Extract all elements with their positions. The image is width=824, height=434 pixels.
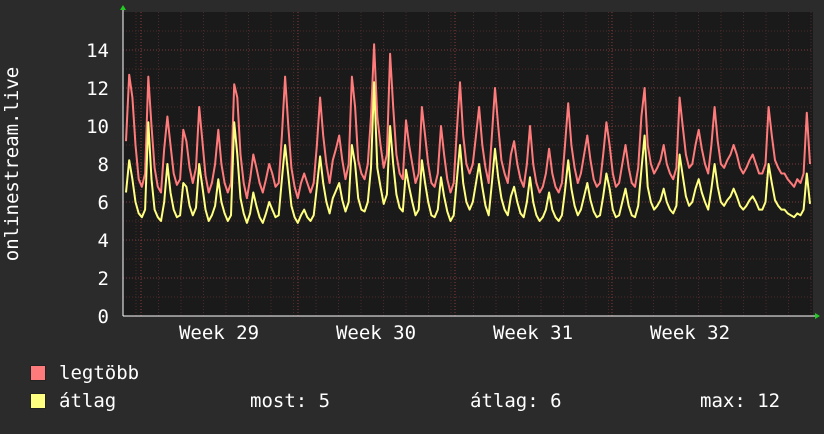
y-tick-label: 14 bbox=[86, 40, 109, 62]
y-tick-label: 4 bbox=[98, 230, 109, 252]
series-lines bbox=[125, 43, 811, 224]
y-tick-label: 2 bbox=[98, 268, 109, 290]
y-axis-arrow bbox=[120, 5, 126, 10]
x-tick-labels: Week 29 Week 30 Week 31 Week 32 bbox=[179, 322, 730, 344]
y-tick-label: 12 bbox=[86, 78, 109, 100]
x-tick-label: Week 32 bbox=[650, 322, 730, 344]
legend-label-legtobb: legtöbb bbox=[59, 362, 140, 384]
y-tick-labels: 0 2 4 6 8 10 12 14 bbox=[86, 40, 109, 328]
series-line-0 bbox=[125, 43, 811, 200]
legend-label-atlag: átlag bbox=[59, 390, 117, 412]
legend-item-legtobb: legtöbb bbox=[30, 362, 139, 384]
y-tick-label: 6 bbox=[98, 192, 109, 214]
stat-now: most: 5 bbox=[250, 390, 331, 412]
stat-average: átlag: 6 bbox=[470, 390, 562, 412]
axes bbox=[120, 5, 820, 319]
series-line-1 bbox=[125, 81, 811, 224]
legend-item-atlag: átlag bbox=[30, 390, 116, 412]
legend-swatch-atlag bbox=[30, 393, 46, 409]
y-tick-label: 0 bbox=[98, 306, 109, 328]
x-axis-arrow bbox=[815, 313, 820, 319]
stat-max: max: 12 bbox=[700, 390, 781, 412]
y-axis-label: onlinestream.live bbox=[1, 67, 23, 261]
x-tick-label: Week 31 bbox=[493, 322, 573, 344]
legend-swatch-legtobb bbox=[30, 365, 46, 381]
y-tick-label: 8 bbox=[98, 154, 109, 176]
x-tick-label: Week 30 bbox=[336, 322, 416, 344]
y-tick-label: 10 bbox=[86, 116, 109, 138]
x-tick-label: Week 29 bbox=[179, 322, 259, 344]
